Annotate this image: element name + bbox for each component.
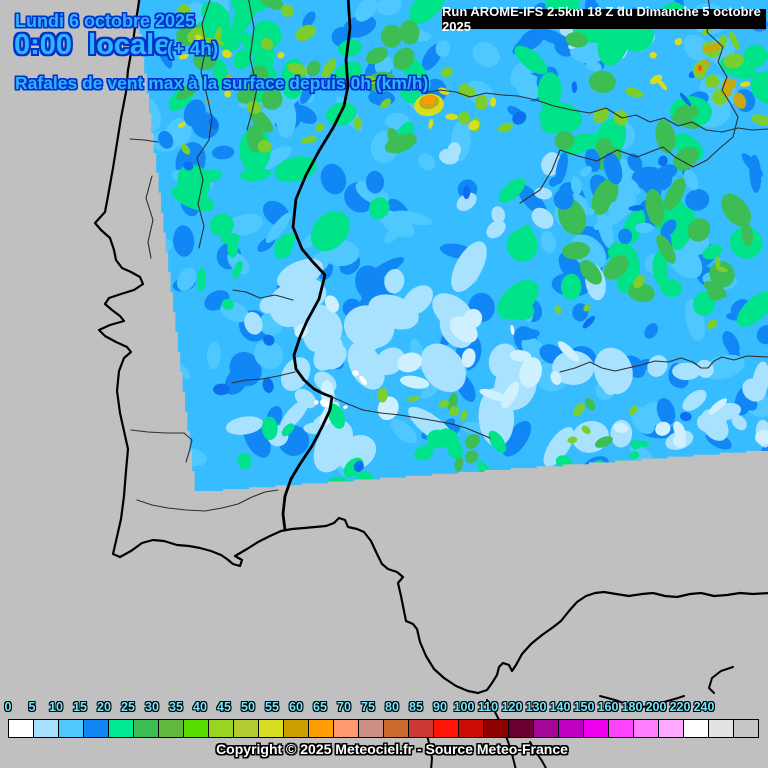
scale-tick-75: 75 [361, 700, 375, 714]
scale-tick-10: 10 [49, 700, 63, 714]
scale-cell-10 [58, 719, 84, 738]
scale-tick-200: 200 [645, 700, 667, 714]
scale-cell-50 [258, 719, 284, 738]
scale-cell-180 [658, 719, 684, 738]
scale-tick-100: 100 [453, 700, 475, 714]
scale-cell-220 [708, 719, 734, 738]
scale-cell-110 [508, 719, 534, 738]
scale-tick-30: 30 [145, 700, 159, 714]
scale-cell-130 [558, 719, 584, 738]
scale-tick-110: 110 [477, 700, 499, 714]
scale-cell-75 [383, 719, 409, 738]
scale-cell-140 [583, 719, 609, 738]
scale-tick-240: 240 [693, 700, 715, 714]
scale-cell-70 [358, 719, 384, 738]
scale-cell-100 [483, 719, 509, 738]
scale-tick-35: 35 [169, 700, 183, 714]
scale-tick-60: 60 [289, 700, 303, 714]
scale-tick-120: 120 [501, 700, 523, 714]
scale-cell-80 [408, 719, 434, 738]
scale-tick-50: 50 [241, 700, 255, 714]
model-run-banner: Run AROME-IFS 2.5km 18 Z du Dimanche 5 o… [442, 4, 766, 34]
scale-tick-180: 180 [621, 700, 643, 714]
scale-cell-200 [683, 719, 709, 738]
scale-tick-45: 45 [217, 700, 231, 714]
scale-tick-5: 5 [28, 700, 36, 714]
scale-cell-5 [33, 719, 59, 738]
model-run-label: Run AROME-IFS 2.5km 18 Z du Dimanche 5 o… [442, 4, 761, 34]
forecast-offset-label: (+ 4h) [167, 39, 219, 60]
scale-cell-45 [233, 719, 259, 738]
scale-tick-25: 25 [121, 700, 135, 714]
scale-cell-0 [8, 719, 34, 738]
scale-cell-240 [733, 719, 759, 738]
color-scale-bar [8, 719, 759, 738]
scale-tick-160: 160 [597, 700, 619, 714]
scale-tick-90: 90 [433, 700, 447, 714]
scale-cell-85 [433, 719, 459, 738]
copyright-notice: Copyright © 2025 Meteociel.fr - Source M… [216, 741, 568, 757]
scale-tick-140: 140 [549, 700, 571, 714]
scale-cell-65 [333, 719, 359, 738]
scale-cell-30 [158, 719, 184, 738]
scale-cell-120 [533, 719, 559, 738]
scale-cell-35 [183, 719, 209, 738]
scale-tick-220: 220 [669, 700, 691, 714]
scale-cell-150 [608, 719, 634, 738]
scale-cell-40 [208, 719, 234, 738]
scale-tick-15: 15 [73, 700, 87, 714]
scale-tick-20: 20 [97, 700, 111, 714]
scale-tick-40: 40 [193, 700, 207, 714]
coastlines-and-borders [93, 0, 768, 768]
scale-tick-55: 55 [265, 700, 279, 714]
scale-cell-60 [308, 719, 334, 738]
local-time-title: 0:00 locale [14, 29, 171, 61]
scale-tick-85: 85 [409, 700, 423, 714]
parameter-subtitle: Rafales de vent max à la surface depuis … [15, 73, 429, 93]
scale-cell-15 [83, 719, 109, 738]
scale-tick-65: 65 [313, 700, 327, 714]
scale-tick-80: 80 [385, 700, 399, 714]
scale-tick-130: 130 [525, 700, 547, 714]
scale-tick-150: 150 [573, 700, 595, 714]
scale-cell-20 [108, 719, 134, 738]
scale-tick-0: 0 [4, 700, 12, 714]
scale-cell-55 [283, 719, 309, 738]
scale-cell-25 [133, 719, 159, 738]
scale-cell-90 [458, 719, 484, 738]
scale-cell-160 [633, 719, 659, 738]
scale-tick-70: 70 [337, 700, 351, 714]
date-title: Lundi 6 octobre 2025 [15, 11, 196, 31]
